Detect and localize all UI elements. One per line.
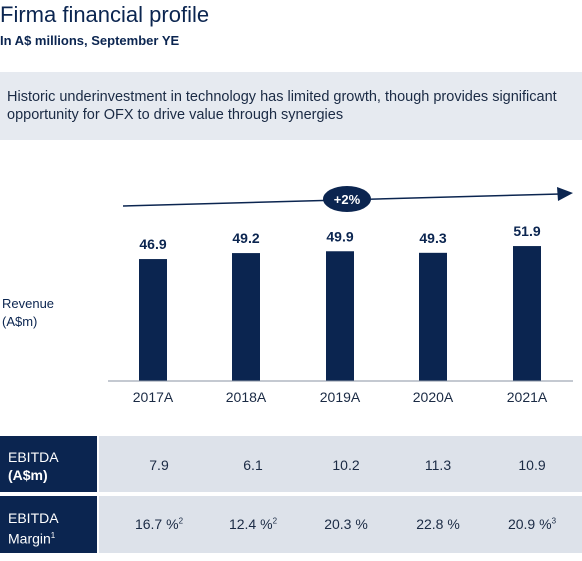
- ebitda-value: 10.9: [518, 457, 546, 473]
- ebitda-row-values: 7.9 6.1 10.2 11.3 10.9: [99, 436, 582, 492]
- ebitda-value: 11.3: [424, 457, 452, 473]
- growth-badge: [323, 186, 371, 212]
- bar-2019A: [326, 251, 354, 381]
- ebitda-margin-row-label: EBITDA Margin1: [0, 496, 97, 553]
- data-label-2017A: 46.9: [139, 236, 166, 252]
- ebitda-margin-label: EBITDA: [8, 510, 59, 526]
- footnote-marker: 2: [178, 516, 184, 526]
- margin-value-text: 20.9 %: [507, 516, 552, 532]
- growth-label: +2%: [334, 192, 361, 207]
- bar-2020A: [419, 252, 447, 381]
- margin-value: 12.4 %2: [208, 516, 298, 532]
- ebitda-label: EBITDA: [8, 449, 59, 465]
- margin-value: 22.8 %: [393, 516, 483, 532]
- margin-value-text: 20.3 %: [324, 516, 368, 532]
- category-label-2019A: 2019A: [320, 389, 361, 405]
- bar-2018A: [232, 253, 260, 381]
- margin-value-text: 22.8 %: [416, 516, 460, 532]
- y-axis-label-line: (A$m): [2, 314, 37, 329]
- ebitda-value: 6.1: [243, 457, 263, 473]
- data-label-2021A: 51.9: [513, 223, 540, 239]
- growth-arrow-head: [557, 187, 573, 201]
- margin-value-text: 16.7 %: [134, 516, 179, 532]
- y-axis-label-line: Revenue: [2, 296, 54, 311]
- page-subtitle: In A$ millions, September YE: [0, 33, 180, 48]
- category-label-2020A: 2020A: [413, 389, 454, 405]
- footnote-marker: 2: [272, 516, 278, 526]
- ebitda-value: 7.9: [149, 457, 169, 473]
- callout-box: Historic underinvestment in technology h…: [0, 72, 582, 140]
- data-label-2019A: 49.9: [326, 228, 353, 244]
- margin-text: Margin: [8, 530, 51, 547]
- ebitda-value: 10.2: [332, 457, 360, 473]
- category-label-2017A: 2017A: [133, 389, 174, 405]
- callout-text: Historic underinvestment in technology h…: [7, 89, 557, 123]
- margin-value-text: 12.4 %: [228, 516, 273, 532]
- data-label-2018A: 49.2: [232, 230, 259, 246]
- ebitda-margin-row-values: 16.7 %2 12.4 %2 20.3 % 22.8 % 20.9 %3: [99, 496, 582, 553]
- ebitda-row-label: EBITDA (A$m): [0, 436, 97, 492]
- category-label-2018A: 2018A: [226, 389, 267, 405]
- bar-2021A: [513, 246, 541, 381]
- data-label-2020A: 49.3: [419, 230, 446, 246]
- category-label-2021A: 2021A: [507, 389, 548, 405]
- revenue-bar-chart: +2% 46.9 2017A 49.2 2018A 49.9 2019A 49.3 2020A 5…: [2, 186, 573, 405]
- margin-value: 20.9 %3: [487, 516, 577, 532]
- ebitda-margin-sub-label: Margin1: [8, 527, 97, 548]
- footnote-marker: 1: [50, 531, 56, 540]
- ebitda-unit-label: (A$m): [8, 467, 48, 483]
- footnote-marker: 3: [551, 516, 557, 526]
- margin-value: 20.3 %: [301, 516, 391, 532]
- page-title: Firma financial profile: [0, 2, 210, 27]
- margin-value: 16.7 %2: [114, 516, 204, 532]
- bar-2017A: [139, 259, 167, 381]
